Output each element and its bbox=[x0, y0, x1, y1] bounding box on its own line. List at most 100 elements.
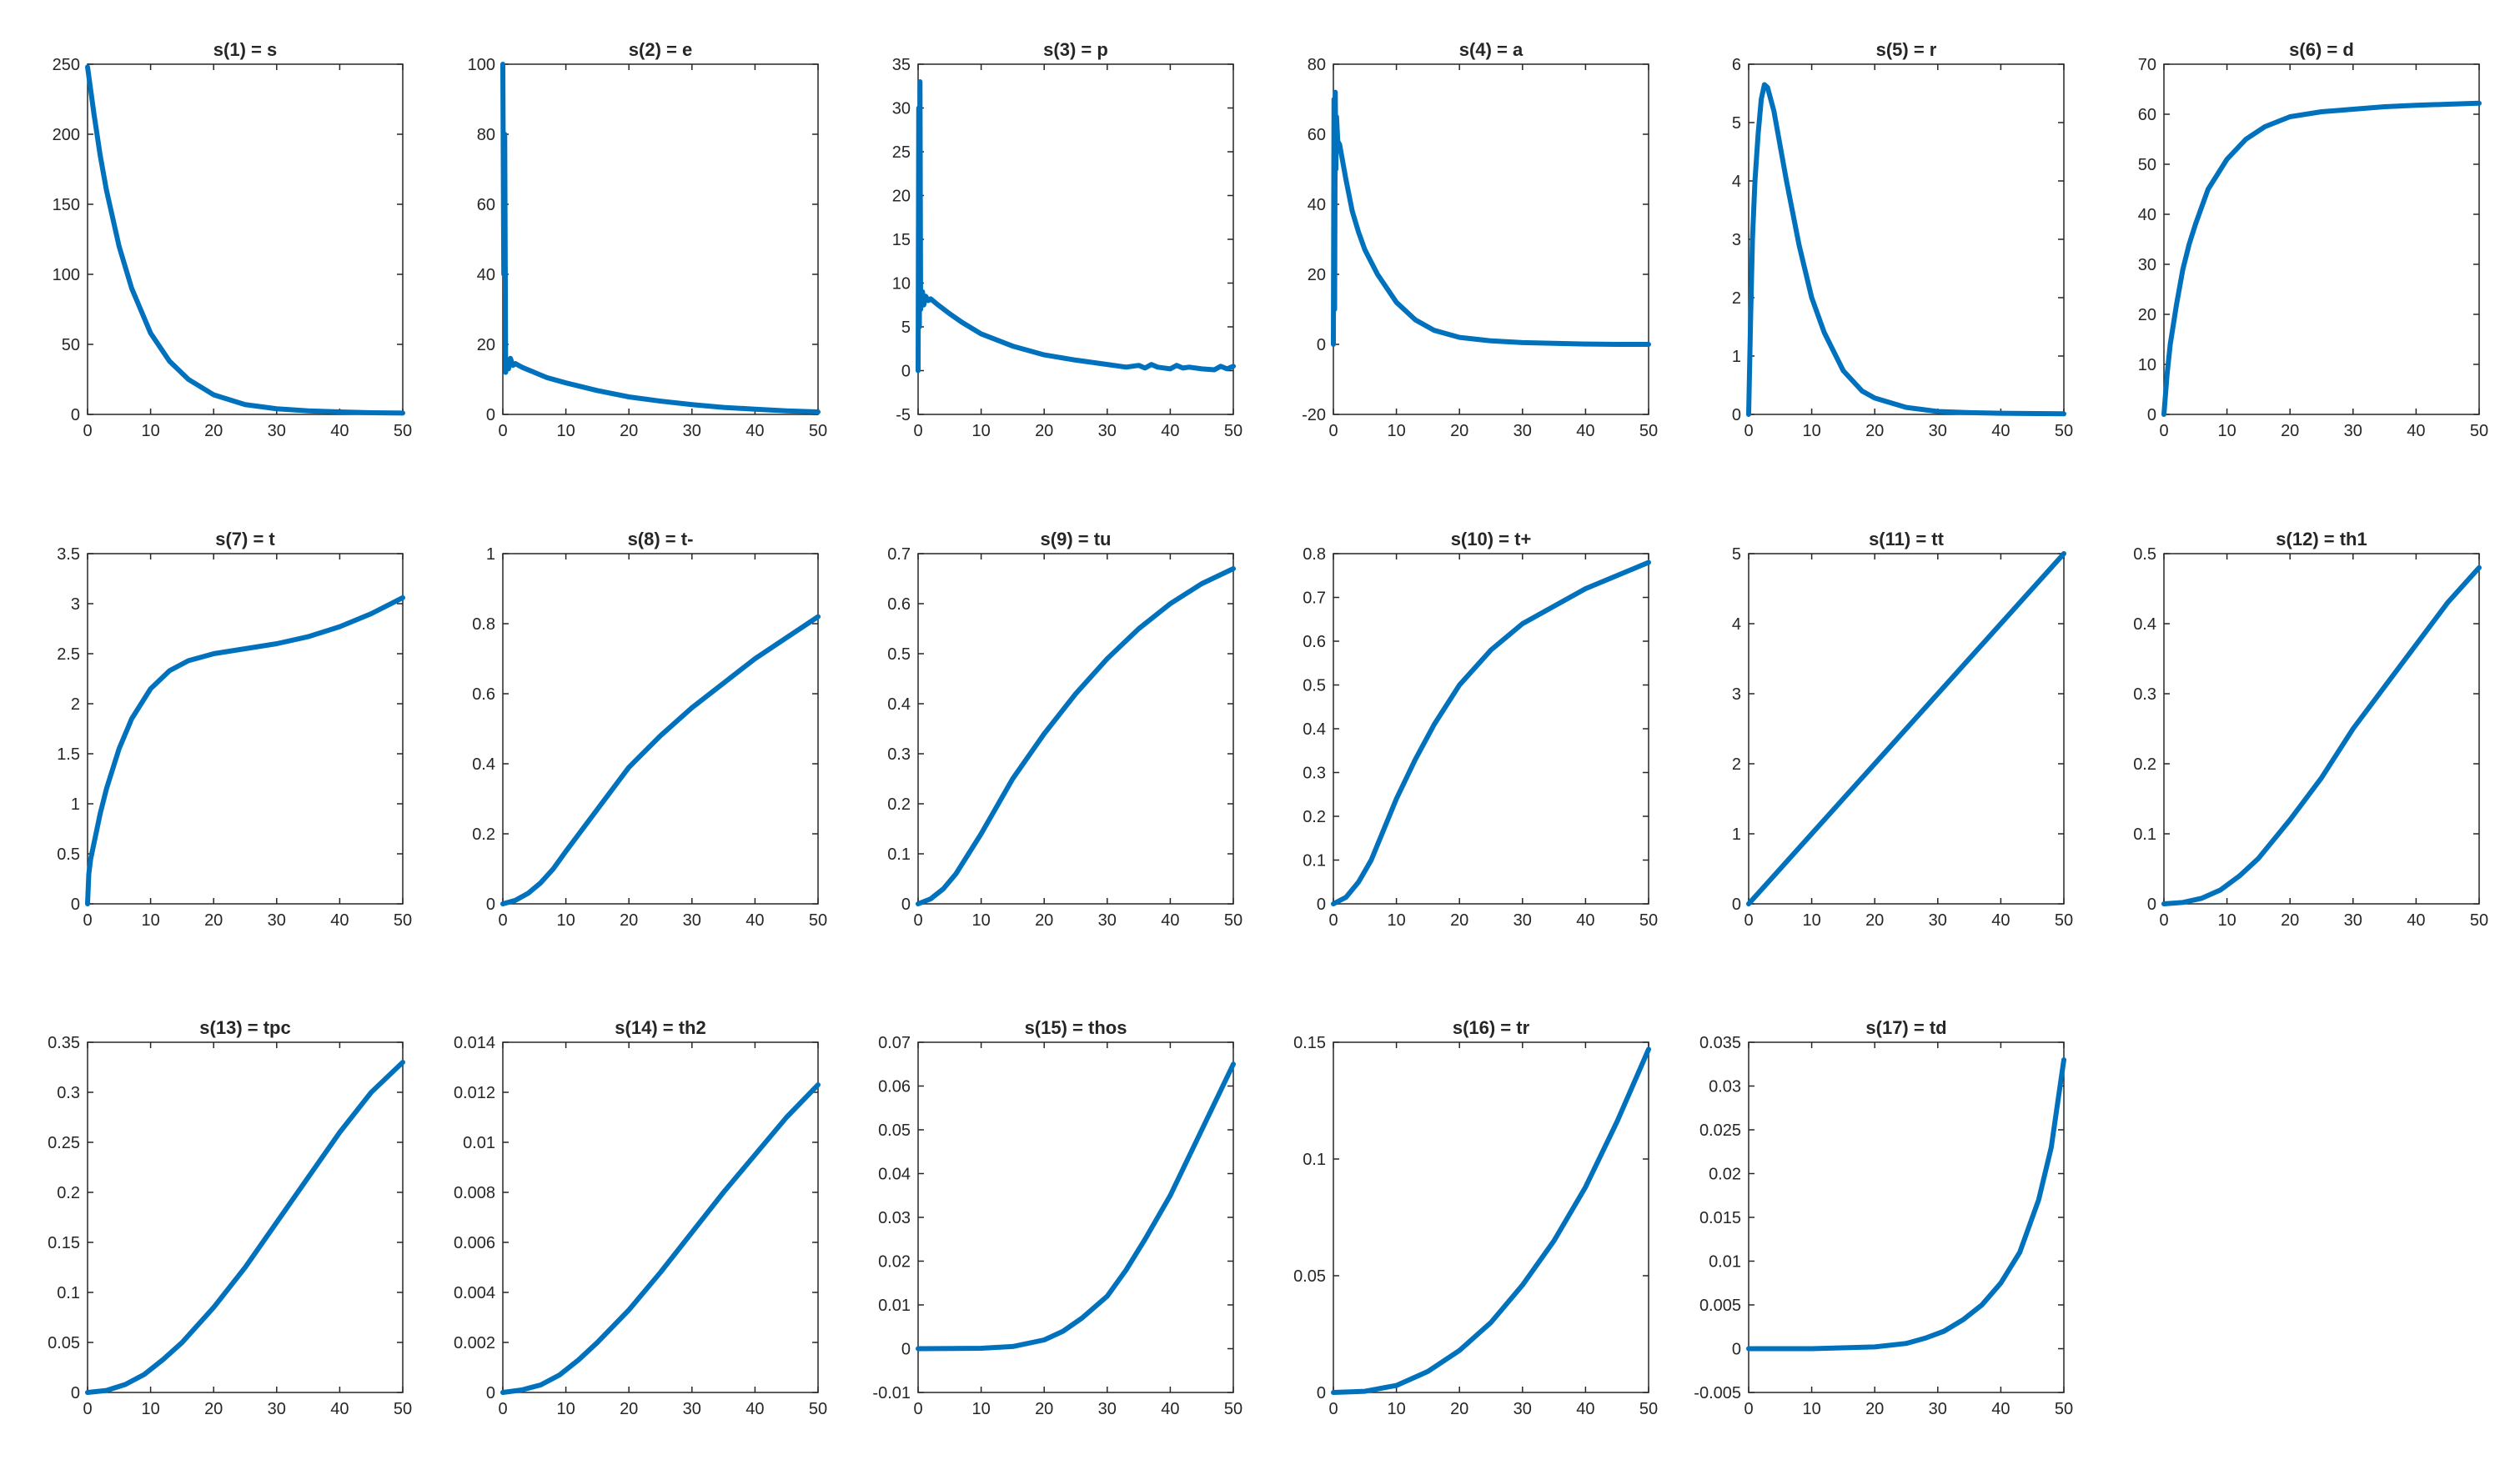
x-tick-label: 30 bbox=[1514, 911, 1532, 930]
series-line bbox=[500, 62, 821, 415]
x-tick-label: 0 bbox=[498, 422, 507, 440]
x-tick-label: 10 bbox=[971, 911, 990, 930]
axes-box bbox=[2163, 553, 2480, 905]
x-tick-label: 10 bbox=[971, 422, 990, 440]
y-tick-label: 0.02 bbox=[1709, 1166, 1741, 1184]
y-tick-label: -0.005 bbox=[1694, 1384, 1741, 1402]
axes-box bbox=[87, 1041, 404, 1393]
y-tick-label: 0.025 bbox=[1699, 1121, 1741, 1140]
subplot-6: s(6) = d 0 10 20 30 40 50 0 10 20 30 40 50 60 70 bbox=[2138, 39, 2488, 440]
x-tick-label: 40 bbox=[2407, 422, 2425, 440]
y-tick-label: 20 bbox=[2138, 306, 2156, 324]
x-tick-label: 40 bbox=[1991, 1400, 2010, 1418]
y-tick-label: 0.7 bbox=[887, 545, 911, 564]
x-tick-label: 0 bbox=[913, 1400, 922, 1418]
x-tick-label: 30 bbox=[683, 1400, 701, 1418]
x-tick-label: 50 bbox=[2055, 1400, 2073, 1418]
x-tick-label: 30 bbox=[268, 1400, 286, 1418]
y-tick-label: 0.2 bbox=[887, 795, 911, 814]
y-tick-label: 250 bbox=[53, 56, 80, 74]
y-tick-label: 5 bbox=[1732, 114, 1741, 133]
x-tick-label: 50 bbox=[2470, 422, 2488, 440]
y-tick-label: 0.5 bbox=[887, 645, 911, 664]
y-tick-label: 0 bbox=[71, 896, 80, 914]
y-tick-label: 0.07 bbox=[878, 1034, 911, 1052]
y-tick-label: -0.01 bbox=[872, 1384, 911, 1402]
y-tick-label: 2 bbox=[1732, 289, 1741, 308]
x-tick-label: 50 bbox=[809, 911, 827, 930]
y-tick-label: 1 bbox=[1732, 825, 1741, 844]
x-tick-label: 20 bbox=[204, 422, 223, 440]
plot-title: s(2) = e bbox=[629, 39, 692, 60]
y-tick-label: 0 bbox=[1732, 896, 1741, 914]
plot-title: s(15) = thos bbox=[1025, 1017, 1127, 1038]
subplot-10: s(10) = t+ 0 10 20 30 40 50 0 0.1 0.2 0.3 0.4 0.5 0.6… bbox=[1303, 529, 1658, 930]
series-line bbox=[2161, 564, 2482, 906]
y-tick-label: 0.35 bbox=[48, 1034, 80, 1052]
plot-title: s(4) = a bbox=[1459, 39, 1524, 60]
y-tick-label: 20 bbox=[892, 188, 911, 206]
y-tick-label: 3 bbox=[71, 595, 80, 614]
y-tick-label: -20 bbox=[1302, 406, 1326, 424]
x-tick-label: 0 bbox=[498, 1400, 507, 1418]
x-tick-label: 10 bbox=[141, 911, 159, 930]
y-tick-label: 0 bbox=[901, 1341, 911, 1359]
y-tick-label: 40 bbox=[2138, 206, 2156, 224]
subplot-8: s(8) = t- 0 10 20 30 40 50 0 0.2 0.4 0.6 0.8 1 bbox=[472, 529, 827, 930]
subplot-11: s(11) = tt 0 10 20 30 40 50 0 1 2 3 4 5 bbox=[1732, 529, 2073, 930]
x-tick-label: 0 bbox=[913, 422, 922, 440]
series-line bbox=[916, 566, 1236, 906]
y-tick-label: 15 bbox=[892, 231, 911, 249]
x-tick-label: 30 bbox=[1098, 1400, 1117, 1418]
x-tick-label: 20 bbox=[204, 911, 223, 930]
x-tick-label: 10 bbox=[556, 422, 575, 440]
plot-title: s(7) = t bbox=[215, 529, 275, 549]
x-tick-label: 30 bbox=[1514, 1400, 1532, 1418]
plot-title: s(11) = tt bbox=[1869, 529, 1945, 549]
x-tick-label: 10 bbox=[1802, 1400, 1820, 1418]
y-tick-label: 2 bbox=[1732, 755, 1741, 774]
subplot-14: s(14) = th2 0 10 20 30 40 50 0 0.002 0.004 0.006 0.… bbox=[454, 1017, 827, 1418]
x-tick-label: 50 bbox=[809, 422, 827, 440]
y-tick-label: 2 bbox=[71, 695, 80, 714]
x-tick-label: 10 bbox=[556, 1400, 575, 1418]
y-tick-label: 0.5 bbox=[57, 845, 80, 864]
plot-title: s(17) = td bbox=[1865, 1017, 1946, 1038]
y-tick-label: 0.2 bbox=[472, 825, 495, 844]
y-tick-label: 35 bbox=[892, 56, 911, 74]
series-line bbox=[1331, 89, 1651, 347]
x-tick-label: 40 bbox=[330, 422, 349, 440]
x-tick-label: 30 bbox=[2344, 422, 2362, 440]
y-tick-label: 0.6 bbox=[472, 685, 495, 704]
x-tick-label: 50 bbox=[1224, 911, 1242, 930]
subplot-7: s(7) = t 0 10 20 30 40 50 0 0.5 1 1.5 2 2.5 3 3.5 bbox=[57, 529, 412, 930]
x-tick-label: 50 bbox=[394, 422, 412, 440]
y-tick-label: 0 bbox=[1317, 336, 1326, 354]
y-tick-label: 0.1 bbox=[2133, 825, 2156, 844]
subplot-1: s(1) = s 0 10 20 30 40 50 0 50 100 150 200 250 bbox=[53, 39, 413, 440]
series-line bbox=[85, 1060, 405, 1395]
x-tick-label: 40 bbox=[1161, 1400, 1179, 1418]
plot-title: s(13) = tpc bbox=[199, 1017, 290, 1038]
x-tick-label: 10 bbox=[556, 911, 575, 930]
x-tick-label: 40 bbox=[1161, 422, 1179, 440]
x-tick-label: 50 bbox=[1639, 911, 1658, 930]
x-tick-label: 50 bbox=[2055, 422, 2073, 440]
x-tick-label: 40 bbox=[745, 422, 764, 440]
y-tick-label: 0.004 bbox=[454, 1284, 495, 1302]
x-tick-label: 40 bbox=[330, 1400, 349, 1418]
y-tick-label: 4 bbox=[1732, 615, 1741, 634]
x-tick-label: 0 bbox=[1744, 422, 1753, 440]
x-tick-label: 40 bbox=[1576, 1400, 1594, 1418]
x-tick-label: 40 bbox=[330, 911, 349, 930]
y-tick-label: 0.01 bbox=[878, 1297, 911, 1315]
plot-title: s(16) = tr bbox=[1453, 1017, 1530, 1038]
y-tick-label: 0.2 bbox=[57, 1184, 80, 1202]
y-tick-label: 2.5 bbox=[57, 645, 80, 664]
subplot-5: s(5) = r 0 10 20 30 40 50 0 1 2 3 4 5 6 bbox=[1732, 39, 2073, 440]
x-tick-label: 10 bbox=[2217, 422, 2236, 440]
subplot-13: s(13) = tpc 0 10 20 30 40 50 0 0.05 0.1 0.15 0.2 0.2… bbox=[48, 1017, 412, 1418]
x-tick-label: 0 bbox=[1328, 911, 1338, 930]
y-tick-label: 0 bbox=[486, 1384, 495, 1402]
